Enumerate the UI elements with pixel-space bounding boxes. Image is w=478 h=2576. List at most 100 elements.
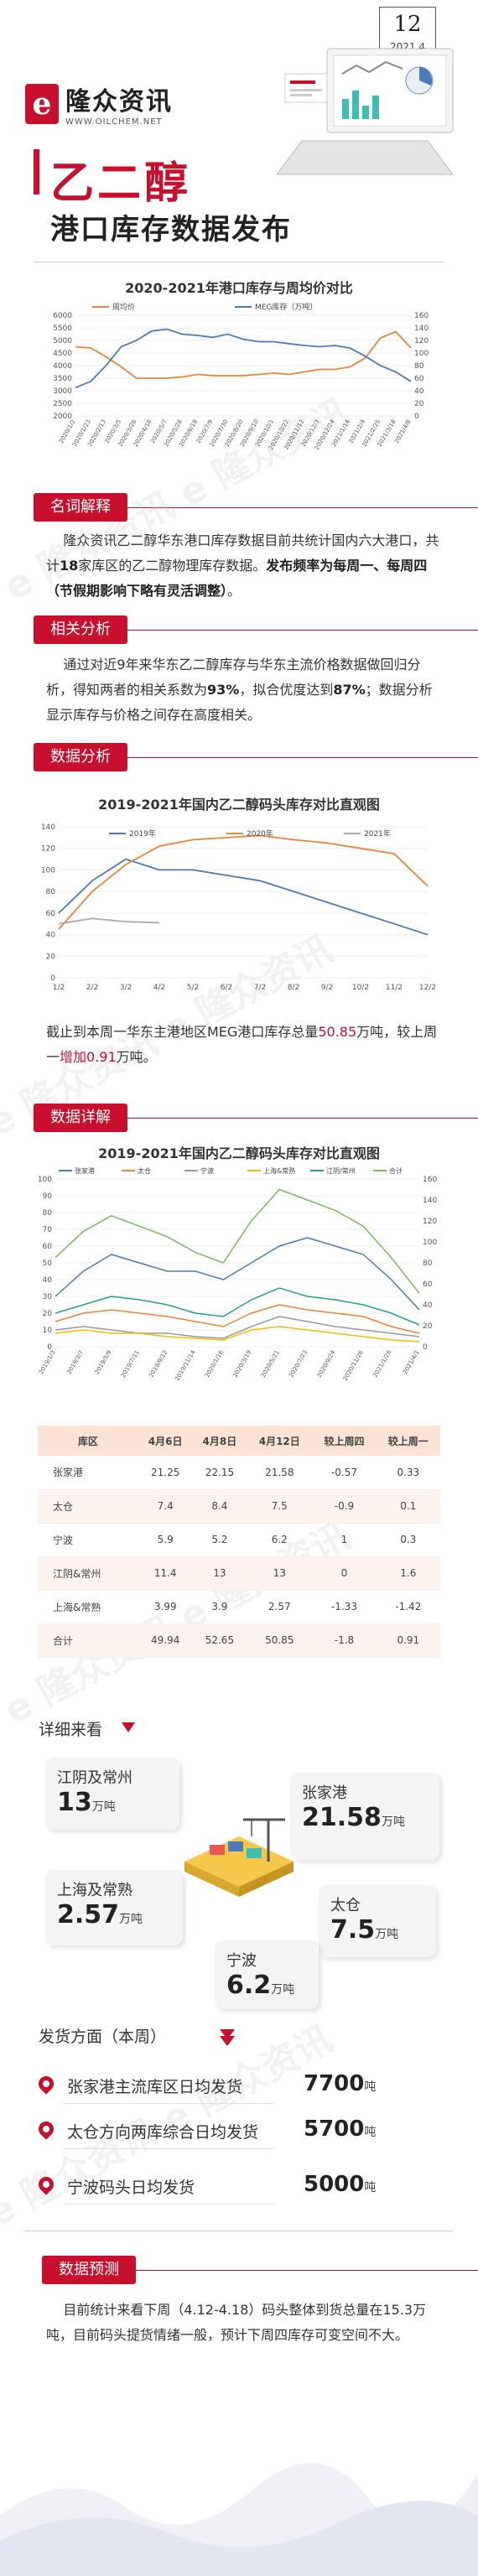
y2-tick-label: 20 [423, 1322, 433, 1331]
y-tick-label: 80 [46, 888, 56, 896]
shipping-value: 7700 [304, 2071, 365, 2096]
footer-mountain-decoration [0, 2463, 478, 2576]
correlation-paragraph: 通过对近9年来华东乙二醇库存与华东主流价格数据做回归分析，得知两者的相关系数为9… [46, 652, 440, 728]
shipping-heading: 发货方面（本周） [39, 2028, 167, 2046]
x-tick-label: 6/2 [221, 984, 232, 992]
y-tick-label: 10 [43, 1327, 53, 1335]
y2-tick-label: 40 [414, 387, 424, 396]
x-tick-label: 2020/1/16 [204, 1349, 225, 1379]
table-cell: -1.8 [312, 1623, 377, 1658]
analysis-text-b: 万吨，较上周一 [46, 1024, 438, 1065]
table-cell: 8.4 [192, 1489, 247, 1524]
table-header: 4月12日 [247, 1426, 313, 1456]
location-pin-icon [35, 2118, 57, 2140]
x-tick-label: 2019/9/12 [148, 1349, 169, 1379]
location-pin-icon [35, 2174, 57, 2195]
card-name: 上海及常熟 [57, 1882, 132, 1899]
legend-label: 2021年 [364, 828, 391, 839]
table-header: 4月8日 [192, 1426, 247, 1456]
x-tick-label: 2020/7/23 [288, 1349, 309, 1379]
table-cell: 13 [192, 1556, 247, 1591]
legend-label: 江阴/常州 [326, 1167, 356, 1175]
y-tick-label: 30 [43, 1293, 53, 1301]
card-zhangjiagang: 张家港 21.58万吨 [290, 1773, 439, 1860]
x-tick-label: 2021/1/28 [371, 1349, 392, 1379]
table-cell: 2.57 [247, 1590, 313, 1624]
shipping-value: 5000 [304, 2172, 365, 2197]
table-row: 合计 49.94 52.65 50.85 -1.8 0.91 [38, 1623, 440, 1658]
y2-tick-label: 0 [423, 1343, 428, 1352]
issue-number: 12 [393, 12, 422, 37]
shipping-name: 太仓方向两库综合日均发货 [67, 2123, 259, 2142]
x-tick-label: 2020/5/21 [260, 1349, 281, 1379]
y2-tick-label: 60 [414, 375, 424, 383]
x-tick-label: 4/2 [153, 984, 165, 992]
arrow-down-icon [122, 1722, 135, 1732]
legend-label: 太仓 [138, 1166, 151, 1175]
y2-tick-label: 60 [423, 1280, 433, 1289]
page-title: 乙二醇 [50, 158, 192, 209]
y-tick-label: 4500 [53, 350, 72, 358]
chart2-title: 2019-2021年国内乙二醇码头库存对比直观图 [98, 797, 380, 813]
y-tick-label: 2000 [53, 413, 72, 421]
table-cell: 0.3 [376, 1523, 440, 1557]
y-tick-label: 3000 [53, 387, 72, 396]
card-shanghai-changshu: 上海及常熟 2.57万吨 [45, 1870, 183, 1945]
port-crane-illustration [184, 1818, 294, 1897]
y-tick-label: 0 [47, 1343, 52, 1352]
card-unit: 万吨 [381, 1815, 405, 1829]
shipping-name: 张家港主流库区日均发货 [67, 2078, 243, 2096]
definition-text-b: 家库区的乙二醇物理库存数据。 [78, 558, 267, 574]
legend-label: 合计 [389, 1166, 403, 1175]
card-taicang: 太仓 7.5万吨 [319, 1885, 436, 1957]
x-tick-label: 2020/9/24 [316, 1349, 337, 1379]
chart1-price-inventory: 6000 5500 5000 4500 4000 3500 3000 2500 2000 160 1… [53, 302, 429, 451]
series-line-inventory [75, 328, 412, 389]
table-cell: 0.33 [376, 1456, 440, 1490]
logo-url: WWW.OILCHEM.NET [65, 117, 163, 127]
table-cell: 22.15 [192, 1456, 247, 1490]
shipping-unit: 吨 [364, 2080, 377, 2094]
y-tick-label: 40 [43, 1276, 53, 1285]
table-cell: 0.1 [376, 1489, 440, 1524]
section-tag-correlation: 相关分析 [34, 615, 478, 644]
legend-label: 2020年 [247, 828, 273, 839]
series-line-1 [58, 834, 429, 930]
section-tag-analysis: 数据分析 [34, 743, 478, 771]
y-tick-label: 5000 [53, 337, 72, 345]
y-tick-label: 100 [41, 866, 55, 875]
definition-bold-a: 18 [60, 558, 79, 574]
x-tick-label: 12/2 [419, 984, 436, 992]
y2-tick-label: 140 [423, 1197, 437, 1205]
card-jiangyin-changzhou: 江阴及常州 13万吨 [45, 1758, 179, 1830]
table-cell: 6.2 [247, 1523, 313, 1557]
table-cell: 5.2 [192, 1523, 247, 1557]
legend-label: 周均价 [112, 302, 135, 312]
series-line-2 [58, 917, 160, 925]
y-tick-label: 5500 [53, 325, 72, 333]
table-cell: 7.4 [138, 1489, 193, 1524]
table-header: 库区 [38, 1426, 138, 1456]
analysis-text-a: 截止到本周一华东主港地区MEG港口库存总量 [46, 1024, 319, 1040]
y2-tick-label: 140 [414, 325, 429, 333]
card-unit: 万吨 [271, 1983, 295, 1997]
logo-mark-icon: e [25, 83, 59, 124]
legend-label: 2019年 [129, 828, 156, 839]
divider [64, 2148, 273, 2149]
y-tick-label: 120 [41, 845, 55, 854]
y-tick-label: 3500 [53, 375, 72, 383]
table-cell: 21.58 [247, 1456, 313, 1490]
x-tick-label: 2020/3/19 [232, 1349, 253, 1379]
y2-tick-label: 40 [423, 1301, 433, 1310]
shipping-value: 5700 [304, 2116, 365, 2142]
x-tick-label: 2019/7/11 [120, 1349, 141, 1379]
card-value: 7.5 [330, 1915, 376, 1945]
y2-tick-label: 160 [414, 312, 429, 320]
location-pin-icon [35, 2073, 57, 2095]
x-tick-label: 2/2 [86, 984, 98, 992]
definition-text-a: 隆众资讯乙二醇华东港口库存数据目前共统计国内六大港口，共计 [46, 532, 439, 574]
analysis-change-value: 增加0.91 [60, 1049, 117, 1065]
table-cell: 0.91 [376, 1623, 440, 1658]
x-tick-label: 1/2 [53, 984, 65, 992]
table-cell: 太仓 [38, 1489, 138, 1524]
